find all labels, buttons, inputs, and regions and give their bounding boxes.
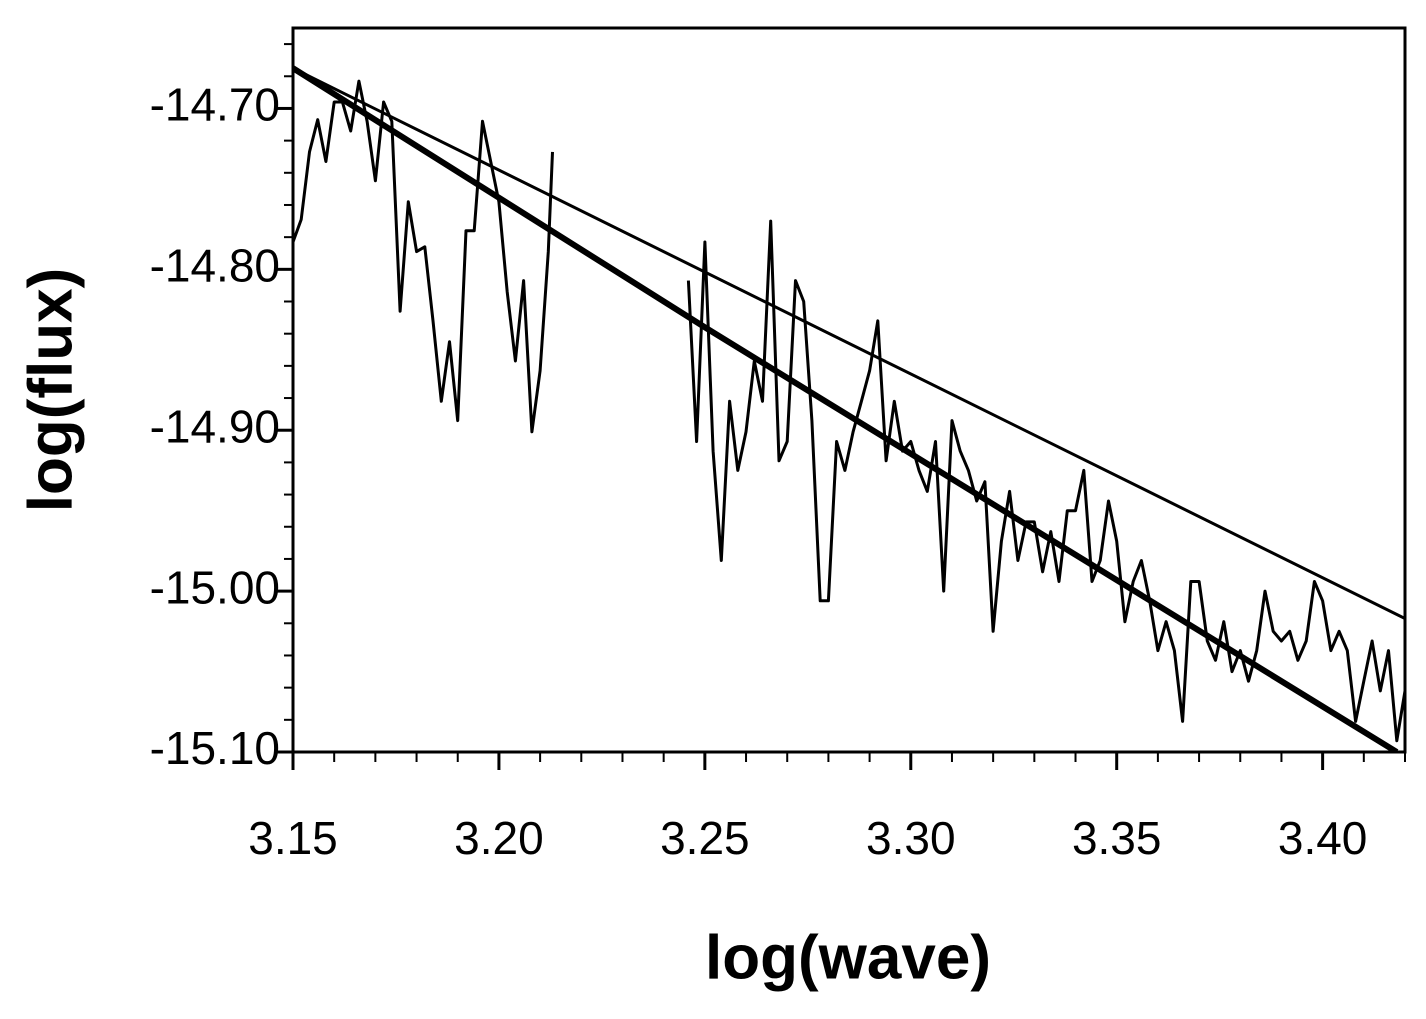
data-line — [293, 79, 1405, 743]
y-tick-label: -14.80 — [150, 239, 280, 291]
y-axis-title: log(flux) — [16, 268, 85, 513]
x-tick-label: 3.40 — [1278, 812, 1368, 864]
x-tick-label: 3.15 — [248, 812, 338, 864]
x-tick-label: 3.20 — [454, 812, 544, 864]
x-tick-label: 3.25 — [660, 812, 750, 864]
x-tick-label: 3.30 — [866, 812, 956, 864]
data-line — [293, 65, 1399, 752]
x-axis-title: log(wave) — [705, 923, 991, 992]
x-tick-label: 3.35 — [1072, 812, 1162, 864]
y-tick-label: -15.00 — [150, 561, 280, 613]
data-line — [293, 66, 1405, 620]
y-tick-label: -14.90 — [150, 400, 280, 452]
y-tick-label: -15.10 — [150, 722, 280, 774]
y-tick-label: -14.70 — [150, 79, 280, 131]
plot-frame — [291, 26, 1407, 754]
